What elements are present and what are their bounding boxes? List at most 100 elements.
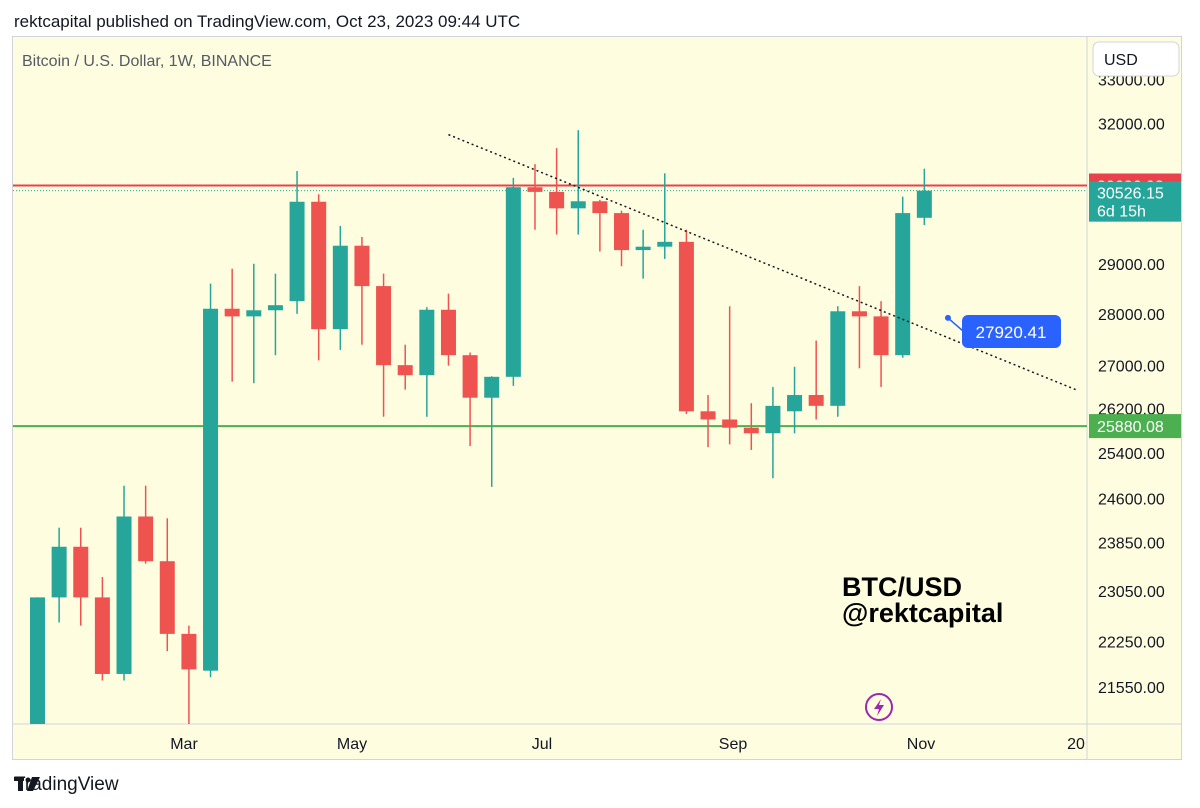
candle[interactable] xyxy=(830,306,846,417)
tradingview-footer[interactable]: TradingView xyxy=(14,774,119,796)
candle[interactable] xyxy=(94,577,110,681)
y-tick-label: 23850.00 xyxy=(1098,536,1165,553)
candle[interactable] xyxy=(397,344,413,390)
candle-body xyxy=(419,309,435,376)
x-tick-label: Jul xyxy=(532,736,552,753)
y-tick-label: 33000.00 xyxy=(1098,73,1165,90)
candle[interactable] xyxy=(73,527,89,626)
candle[interactable] xyxy=(873,301,889,387)
lightning-bolt-icon[interactable] xyxy=(865,693,893,721)
y-tick-label: 32000.00 xyxy=(1098,116,1165,133)
candle-body xyxy=(635,246,651,251)
candle[interactable] xyxy=(138,485,154,564)
candle[interactable] xyxy=(657,173,673,259)
y-tick-label: 27000.00 xyxy=(1098,359,1165,376)
candle[interactable] xyxy=(700,395,716,448)
candle[interactable] xyxy=(678,229,694,415)
candle[interactable] xyxy=(484,376,500,487)
candle-body xyxy=(570,201,586,209)
candle-body xyxy=(722,419,738,428)
candle[interactable] xyxy=(635,229,651,279)
candlestick-series[interactable] xyxy=(30,130,932,727)
support-tag-label: 25880.08 xyxy=(1097,419,1164,436)
y-tick-label: 22250.00 xyxy=(1098,635,1165,652)
candle[interactable] xyxy=(592,199,608,252)
candle-body xyxy=(700,411,716,420)
candle[interactable] xyxy=(419,307,435,417)
candle[interactable] xyxy=(159,518,175,652)
plot-area[interactable] xyxy=(13,37,1087,724)
callout-label: 27920.41 xyxy=(976,323,1047,342)
candle-body xyxy=(678,241,694,412)
candle[interactable] xyxy=(354,237,370,345)
current-price-tag-bg xyxy=(1089,181,1181,222)
candle[interactable] xyxy=(527,164,543,230)
candle[interactable] xyxy=(765,386,781,479)
x-tick-label: 20 xyxy=(1067,736,1085,753)
watermark-symbol: BTC/USD xyxy=(842,572,962,602)
candle[interactable] xyxy=(30,597,45,727)
candle[interactable] xyxy=(462,352,478,447)
candle[interactable] xyxy=(614,210,630,267)
current-price-label: 30526.15 xyxy=(1097,186,1164,203)
price-axis[interactable]: 33000.00 32000.00 29000.00 28000.00 27000.00… xyxy=(1098,73,1165,698)
candle-body xyxy=(159,561,175,634)
candle[interactable] xyxy=(505,177,521,386)
candle-body xyxy=(246,310,262,317)
callout-box[interactable] xyxy=(962,315,1061,348)
candle[interactable] xyxy=(376,273,392,417)
tradingview-logo-icon xyxy=(14,777,40,791)
candle-body xyxy=(94,597,110,674)
candle-body xyxy=(873,316,889,356)
candle-body xyxy=(743,427,759,434)
candle[interactable] xyxy=(787,366,803,434)
candle-body xyxy=(916,190,932,218)
candle[interactable] xyxy=(570,130,586,235)
candle-body xyxy=(332,245,348,330)
candle[interactable] xyxy=(51,527,67,623)
candle-body xyxy=(484,376,500,398)
candle-body xyxy=(549,191,565,209)
candle[interactable] xyxy=(549,148,565,235)
candle[interactable] xyxy=(916,168,932,225)
candle[interactable] xyxy=(743,403,759,450)
countdown-label: 6d 15h xyxy=(1097,204,1146,221)
candle[interactable] xyxy=(246,263,262,384)
candle[interactable] xyxy=(203,283,219,678)
candle[interactable] xyxy=(311,194,327,361)
candle[interactable] xyxy=(224,268,240,382)
candle[interactable] xyxy=(267,273,283,356)
y-tick-label: 24600.00 xyxy=(1098,491,1165,508)
candle[interactable] xyxy=(851,286,867,369)
currency-button-label: USD xyxy=(1104,52,1138,69)
candle-body xyxy=(354,245,370,287)
candle[interactable] xyxy=(181,625,197,728)
candle-body xyxy=(376,286,392,366)
candle-body xyxy=(851,311,867,317)
x-tick-label: Sep xyxy=(719,736,748,753)
currency-button[interactable]: USD xyxy=(1092,41,1180,77)
candle-body xyxy=(203,308,219,671)
candle[interactable] xyxy=(722,306,738,445)
candle[interactable] xyxy=(895,196,911,358)
candle-body xyxy=(592,201,608,214)
candle[interactable] xyxy=(116,485,132,681)
candle[interactable] xyxy=(289,171,305,314)
y-tick-label: 21550.00 xyxy=(1098,680,1165,697)
callout-anchor[interactable] xyxy=(944,314,951,321)
candle-body xyxy=(765,405,781,434)
horizontal-levels[interactable] xyxy=(13,184,1087,428)
candle[interactable] xyxy=(808,340,824,420)
candle-body xyxy=(895,213,911,356)
candle-body xyxy=(224,308,240,317)
candle[interactable] xyxy=(440,293,456,366)
candle-body xyxy=(397,365,413,376)
candle[interactable] xyxy=(332,225,348,350)
candle-body xyxy=(181,633,197,670)
candle-body xyxy=(440,309,456,356)
time-axis[interactable]: Mar May Jul Sep Nov 20 xyxy=(170,736,1085,753)
price-callout[interactable]: 27920.41 xyxy=(944,314,1061,348)
candle-body xyxy=(289,201,305,302)
support-tag-bg xyxy=(1089,414,1181,439)
